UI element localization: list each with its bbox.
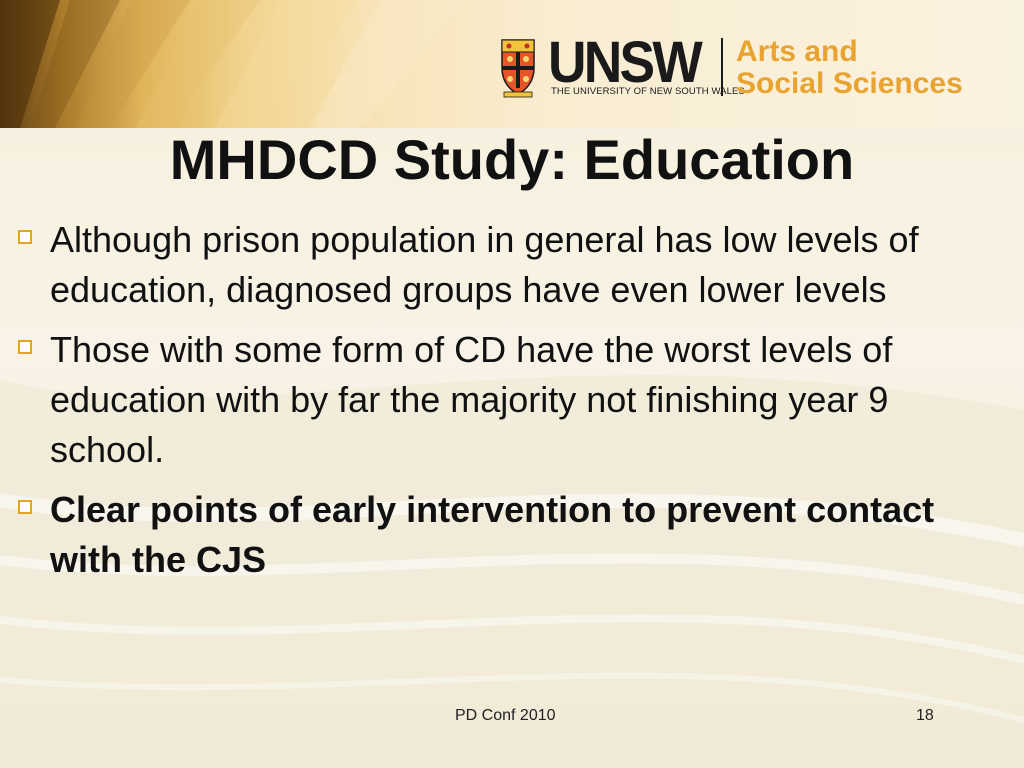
bullet-text: Clear points of early intervention to pr… <box>50 489 935 580</box>
bullet-item: Although prison population in general ha… <box>14 215 974 315</box>
faculty-line-1: Arts and <box>736 35 858 68</box>
unsw-crest-icon <box>501 39 535 98</box>
header-banner <box>0 0 1024 128</box>
bullet-item: Those with some form of CD have the wors… <box>14 325 974 475</box>
bullet-text: Although prison population in general ha… <box>50 219 919 310</box>
bullet-text: Those with some form of CD have the wors… <box>50 329 893 470</box>
bullet-list: Although prison population in general ha… <box>14 215 974 595</box>
banner-rays <box>0 0 470 128</box>
slide-title: MHDCD Study: Education <box>169 128 855 191</box>
square-bullet-icon <box>18 230 35 247</box>
page-number: 18 <box>916 707 934 724</box>
logo-faculty: Arts and Social Sciences <box>736 36 963 100</box>
bullet-item: Clear points of early intervention to pr… <box>14 485 974 585</box>
faculty-line-2: Social Sciences <box>736 67 963 100</box>
logo-university-name: THE UNIVERSITY OF NEW SOUTH WALES <box>551 86 745 97</box>
square-bullet-icon <box>18 340 35 357</box>
logo-brand: UNSW <box>548 30 703 95</box>
background-waves <box>0 375 1024 768</box>
logo-divider <box>721 38 723 96</box>
footer-text: PD Conf 2010 <box>455 707 556 724</box>
square-bullet-icon <box>18 500 35 517</box>
unsw-logo: UNSW THE UNIVERSITY OF NEW SOUTH WALES A… <box>500 34 990 102</box>
